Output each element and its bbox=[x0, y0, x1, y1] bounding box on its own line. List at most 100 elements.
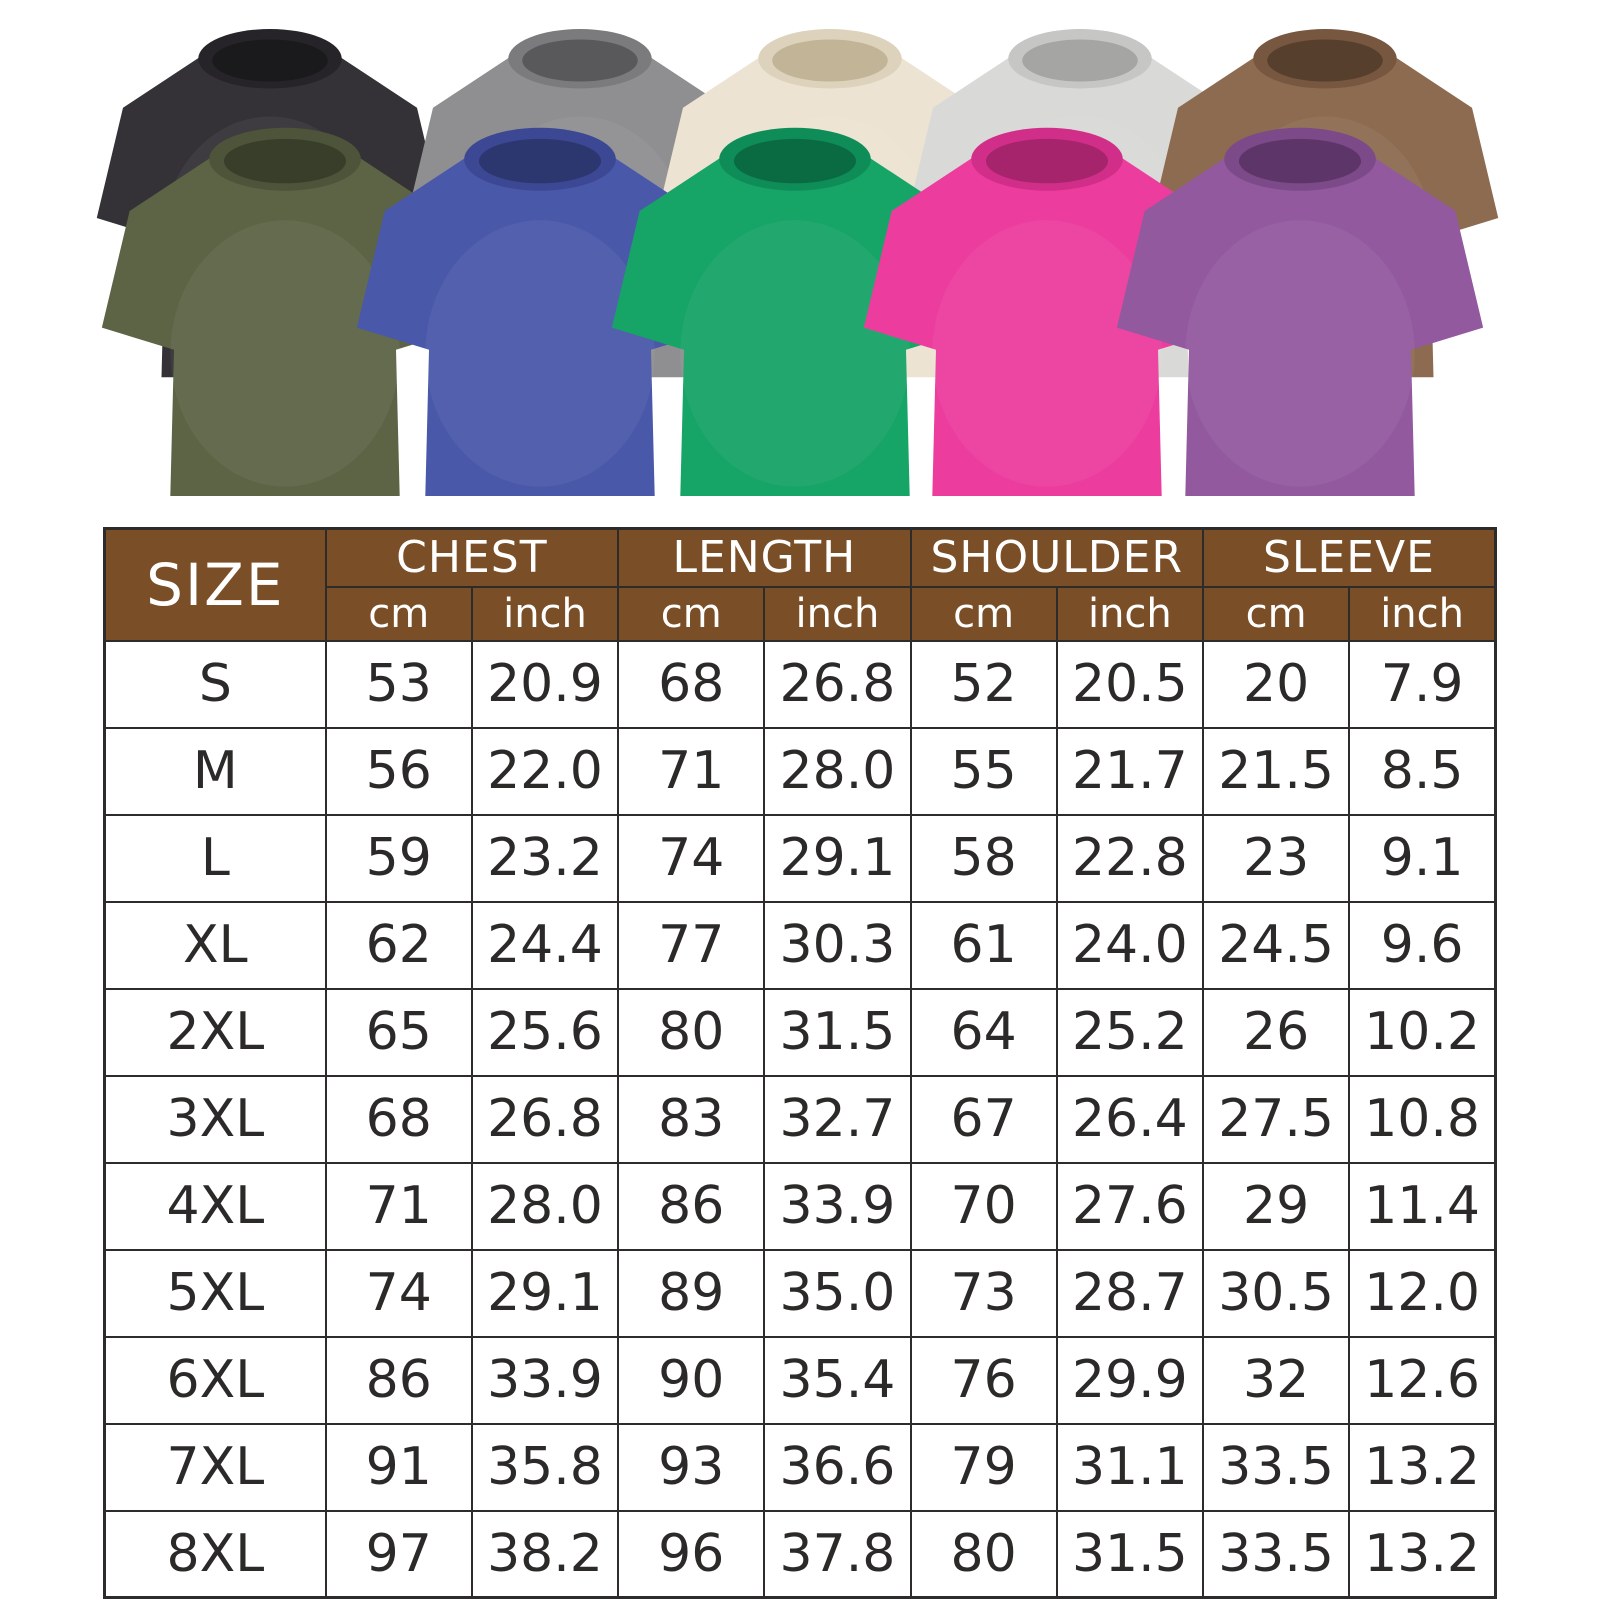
measurement-value: 35.8 bbox=[470, 1422, 620, 1512]
size-chart-body: S 53 20.9 68 26.8 52 20.5 20 7.9 M 56 22.0 71 28.0 55 2… bbox=[103, 639, 1497, 1599]
size-chart-section: SIZE CHEST LENGTH SHOULDER SLEEVE cm inch cm inc… bbox=[103, 527, 1497, 1599]
measurement-value: 12.0 bbox=[1348, 1248, 1497, 1338]
measurement-value: 74 bbox=[324, 1248, 473, 1338]
measurement-value: 30.3 bbox=[763, 900, 912, 990]
measurement-value: 31.1 bbox=[1055, 1422, 1204, 1512]
measurement-value: 29.9 bbox=[1055, 1335, 1204, 1425]
measurement-value: 7.9 bbox=[1348, 639, 1497, 729]
size-label: S bbox=[103, 639, 327, 729]
measurement-value: 74 bbox=[617, 813, 766, 903]
measurement-value: 27.5 bbox=[1201, 1074, 1351, 1164]
size-row-6xl: 6XL 86 33.9 90 35.4 76 29.9 32 12.6 bbox=[103, 1335, 1497, 1425]
measurement-value: 32.7 bbox=[763, 1074, 912, 1164]
measurement-value: 53 bbox=[324, 639, 473, 729]
unit-header-sleeve-inch: inch bbox=[1348, 585, 1497, 642]
measurement-value: 96 bbox=[617, 1509, 766, 1599]
measurement-value: 64 bbox=[909, 987, 1058, 1077]
measurement-value: 33.9 bbox=[763, 1161, 912, 1251]
measurement-value: 80 bbox=[617, 987, 766, 1077]
measurement-value: 8.5 bbox=[1348, 726, 1497, 816]
unit-header-chest-inch: inch bbox=[470, 585, 620, 642]
measurement-value: 55 bbox=[909, 726, 1058, 816]
measurement-value: 24.0 bbox=[1055, 900, 1204, 990]
measurement-value: 25.6 bbox=[470, 987, 620, 1077]
measurement-value: 68 bbox=[324, 1074, 473, 1164]
size-row-s: S 53 20.9 68 26.8 52 20.5 20 7.9 bbox=[103, 639, 1497, 729]
measurement-value: 24.5 bbox=[1201, 900, 1351, 990]
measurement-value: 65 bbox=[324, 987, 473, 1077]
measurement-value: 24.4 bbox=[470, 900, 620, 990]
size-chart-table: SIZE CHEST LENGTH SHOULDER SLEEVE cm inch cm inc… bbox=[103, 527, 1497, 1599]
group-header-sleeve: SLEEVE bbox=[1201, 527, 1497, 588]
measurement-value: 76 bbox=[909, 1335, 1058, 1425]
measurement-value: 73 bbox=[909, 1248, 1058, 1338]
size-row-7xl: 7XL 91 35.8 93 36.6 79 31.1 33.5 13.2 bbox=[103, 1422, 1497, 1512]
measurement-value: 71 bbox=[324, 1161, 473, 1251]
measurement-value: 29.1 bbox=[470, 1248, 620, 1338]
measurement-value: 62 bbox=[324, 900, 473, 990]
measurement-value: 31.5 bbox=[1055, 1509, 1204, 1599]
measurement-value: 86 bbox=[324, 1335, 473, 1425]
measurement-value: 67 bbox=[909, 1074, 1058, 1164]
measurement-value: 80 bbox=[909, 1509, 1058, 1599]
measurement-value: 30.5 bbox=[1201, 1248, 1351, 1338]
measurement-value: 27.6 bbox=[1055, 1161, 1204, 1251]
measurement-value: 91 bbox=[324, 1422, 473, 1512]
size-label: L bbox=[103, 813, 327, 903]
tshirt-image bbox=[1116, 127, 1484, 496]
measurement-value: 61 bbox=[909, 900, 1058, 990]
measurement-value: 28.0 bbox=[470, 1161, 620, 1251]
size-label: M bbox=[103, 726, 327, 816]
measurement-value: 70 bbox=[909, 1161, 1058, 1251]
measurement-value: 33.9 bbox=[470, 1335, 620, 1425]
measurement-value: 79 bbox=[909, 1422, 1058, 1512]
size-label: 3XL bbox=[103, 1074, 327, 1164]
unit-header-chest-cm: cm bbox=[324, 585, 473, 642]
size-label: 7XL bbox=[103, 1422, 327, 1512]
measurement-value: 35.0 bbox=[763, 1248, 912, 1338]
measurement-value: 23.2 bbox=[470, 813, 620, 903]
measurement-value: 20.5 bbox=[1055, 639, 1204, 729]
unit-header-length-inch: inch bbox=[763, 585, 912, 642]
measurement-value: 37.8 bbox=[763, 1509, 912, 1599]
measurement-value: 33.5 bbox=[1201, 1422, 1351, 1512]
measurement-value: 21.7 bbox=[1055, 726, 1204, 816]
group-header-length: LENGTH bbox=[617, 527, 912, 588]
size-row-l: L 59 23.2 74 29.1 58 22.8 23 9.1 bbox=[103, 813, 1497, 903]
measurement-value: 52 bbox=[909, 639, 1058, 729]
size-row-4xl: 4XL 71 28.0 86 33.9 70 27.6 29 11.4 bbox=[103, 1161, 1497, 1251]
unit-header-sleeve-cm: cm bbox=[1201, 585, 1351, 642]
group-header-shoulder: SHOULDER bbox=[909, 527, 1204, 588]
measurement-value: 68 bbox=[617, 639, 766, 729]
group-header-chest: CHEST bbox=[324, 527, 620, 588]
measurement-value: 83 bbox=[617, 1074, 766, 1164]
measurement-value: 9.6 bbox=[1348, 900, 1497, 990]
measurement-value: 32 bbox=[1201, 1335, 1351, 1425]
unit-header-length-cm: cm bbox=[617, 585, 766, 642]
measurement-value: 29 bbox=[1201, 1161, 1351, 1251]
measurement-value: 20.9 bbox=[470, 639, 620, 729]
measurement-value: 86 bbox=[617, 1161, 766, 1251]
tshirt-purple-washed bbox=[1115, 113, 1485, 505]
size-row-xl: XL 62 24.4 77 30.3 61 24.0 24.5 9.6 bbox=[103, 900, 1497, 990]
measurement-value: 11.4 bbox=[1348, 1161, 1497, 1251]
size-row-3xl: 3XL 68 26.8 83 32.7 67 26.4 27.5 10.8 bbox=[103, 1074, 1497, 1164]
measurement-value: 56 bbox=[324, 726, 473, 816]
size-row-8xl: 8XL 97 38.2 96 37.8 80 31.5 33.5 13.2 bbox=[103, 1509, 1497, 1599]
measurement-value: 26.8 bbox=[470, 1074, 620, 1164]
measurement-value: 12.6 bbox=[1348, 1335, 1497, 1425]
measurement-value: 33.5 bbox=[1201, 1509, 1351, 1599]
measurement-value: 59 bbox=[324, 813, 473, 903]
size-row-m: M 56 22.0 71 28.0 55 21.7 21.5 8.5 bbox=[103, 726, 1497, 816]
measurement-value: 29.1 bbox=[763, 813, 912, 903]
measurement-value: 10.8 bbox=[1348, 1074, 1497, 1164]
unit-header-shoulder-cm: cm bbox=[909, 585, 1058, 642]
unit-header-shoulder-inch: inch bbox=[1055, 585, 1204, 642]
measurement-value: 20 bbox=[1201, 639, 1351, 729]
size-label: 5XL bbox=[103, 1248, 327, 1338]
measurement-value: 35.4 bbox=[763, 1335, 912, 1425]
measurement-value: 71 bbox=[617, 726, 766, 816]
size-label: 6XL bbox=[103, 1335, 327, 1425]
measurement-value: 9.1 bbox=[1348, 813, 1497, 903]
measurement-value: 22.0 bbox=[470, 726, 620, 816]
